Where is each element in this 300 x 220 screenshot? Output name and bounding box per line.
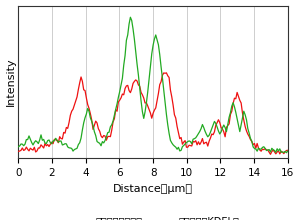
Y-axis label: Intensity: Intensity xyxy=(6,58,16,106)
X-axis label: Distance（μm）: Distance（μm） xyxy=(113,184,193,194)
Legend: ：ミトコンドリア, ：小胞体（KDEL）: ：ミトコンドリア, ：小胞体（KDEL） xyxy=(63,212,243,220)
